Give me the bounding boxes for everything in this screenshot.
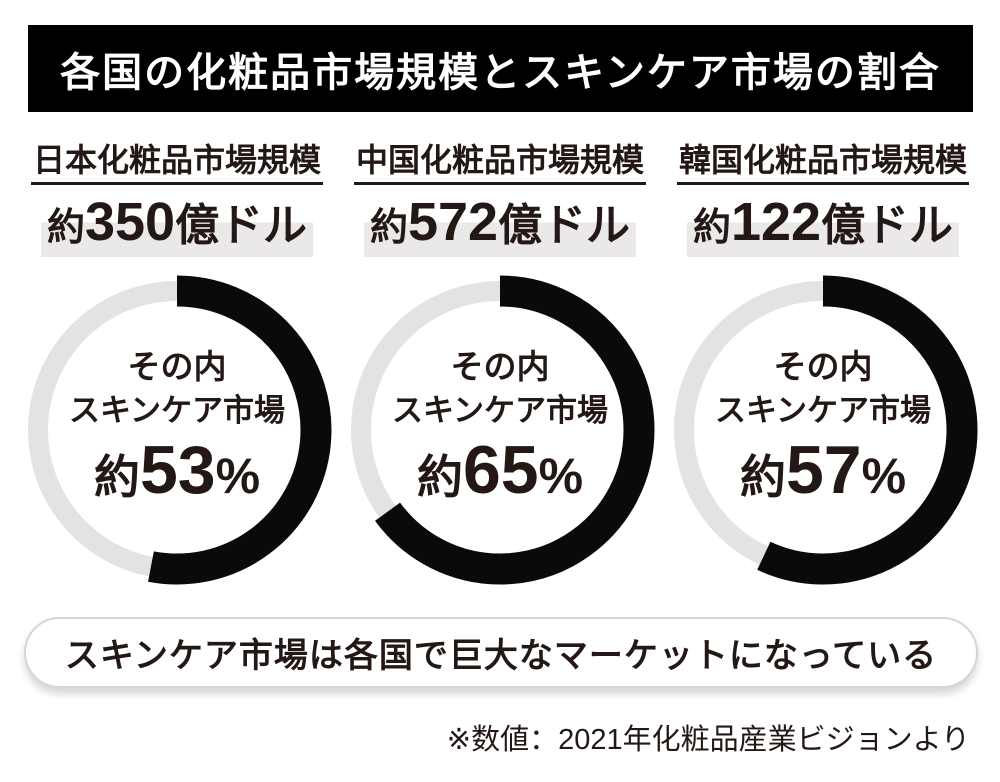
donut-label-line2: スキンケア市場 <box>391 393 609 429</box>
header-banner: 各国の化粧品市場規模とスキンケア市場の割合 <box>28 25 973 112</box>
donut-chart-svg <box>351 275 655 585</box>
value-prefix: 約 <box>46 206 85 249</box>
highlighted-value: 約350億ドル <box>40 191 314 258</box>
donut-chart-svg <box>674 275 978 585</box>
value-unit: 億ドル <box>175 200 308 250</box>
highlighted-value: 約122億ドル <box>686 191 960 258</box>
donut-label-line2: スキンケア市場 <box>714 393 932 429</box>
donut-label-line1: その内 <box>450 348 550 386</box>
market-size-label: 日本化粧品市場規模 <box>30 142 323 185</box>
market-size-value: 約350億ドル <box>22 191 332 258</box>
share-number: 65 <box>462 432 539 509</box>
value-unit: 億ドル <box>821 200 954 250</box>
skincare-share-value: 約65% <box>372 436 628 504</box>
country-columns: 日本化粧品市場規模 約350億ドル その内 スキンケア市場 約53% 中国化粧品… <box>22 142 978 585</box>
donut-label-line2: スキンケア市場 <box>68 393 286 429</box>
donut-center-label: その内 スキンケア市場 約65% <box>372 350 628 504</box>
value-prefix: 約 <box>692 206 731 249</box>
donut-center-label: その内 スキンケア市場 約57% <box>695 350 951 504</box>
donut-chart-svg <box>28 275 332 585</box>
market-size-label: 中国化粧品市場規模 <box>353 142 646 185</box>
share-unit: % <box>861 448 907 505</box>
value-number: 350 <box>84 191 176 252</box>
donut-center-label: その内 スキンケア市場 約53% <box>49 350 305 504</box>
skincare-share-value: 約57% <box>695 436 951 504</box>
value-number: 122 <box>730 191 822 252</box>
donut-label-line1: その内 <box>127 348 227 386</box>
donut-arc-skincare <box>757 275 978 585</box>
share-number: 57 <box>785 432 862 509</box>
donut-chart-japan: その内 スキンケア市場 約53% <box>22 275 332 585</box>
value-number: 572 <box>407 191 499 252</box>
donut-arc-skincare <box>148 275 332 585</box>
share-prefix: 約 <box>739 451 786 504</box>
highlighted-value: 約572億ドル <box>363 191 637 258</box>
country-column-china: 中国化粧品市場規模 約572億ドル その内 スキンケア市場 約65% <box>345 142 655 585</box>
conclusion-text: スキンケア市場は各国で巨大なマーケットになっている <box>64 637 938 675</box>
market-size-value: 約572億ドル <box>345 191 655 258</box>
share-prefix: 約 <box>93 451 140 504</box>
share-prefix: 約 <box>416 451 463 504</box>
donut-chart-china: その内 スキンケア市場 約65% <box>345 275 655 585</box>
source-note: ※数値：2021年化粧品産業ビジョンより <box>446 724 970 756</box>
market-size-label: 韓国化粧品市場規模 <box>676 142 969 185</box>
page-title: 各国の化粧品市場規模とスキンケア市場の割合 <box>60 50 941 95</box>
skincare-share-value: 約53% <box>49 436 305 504</box>
market-size-value: 約122億ドル <box>668 191 978 258</box>
country-column-korea: 韓国化粧品市場規模 約122億ドル その内 スキンケア市場 約57% <box>668 142 978 585</box>
value-prefix: 約 <box>369 206 408 249</box>
share-unit: % <box>215 448 261 505</box>
share-number: 53 <box>139 432 216 509</box>
value-unit: 億ドル <box>498 200 631 250</box>
donut-chart-korea: その内 スキンケア市場 約57% <box>668 275 978 585</box>
donut-label-line1: その内 <box>773 348 873 386</box>
share-unit: % <box>538 448 584 505</box>
donut-arc-skincare <box>375 275 655 585</box>
conclusion-banner: スキンケア市場は各国で巨大なマーケットになっている <box>24 617 978 688</box>
country-column-japan: 日本化粧品市場規模 約350億ドル その内 スキンケア市場 約53% <box>22 142 332 585</box>
